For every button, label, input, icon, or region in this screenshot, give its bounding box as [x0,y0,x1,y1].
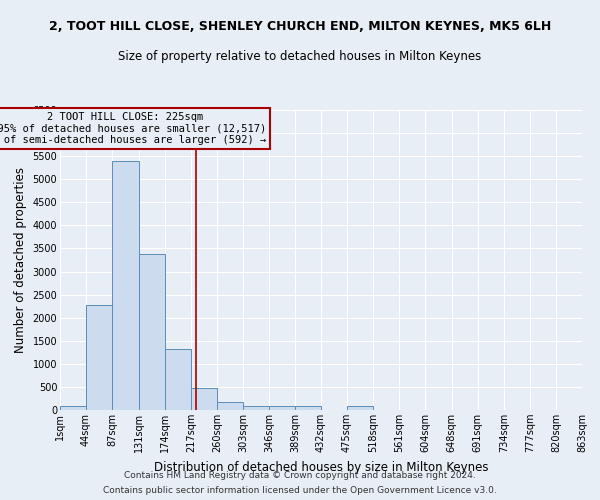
Text: Size of property relative to detached houses in Milton Keynes: Size of property relative to detached ho… [118,50,482,63]
Bar [112,161,139,410]
Text: 2, TOOT HILL CLOSE, SHENLEY CHURCH END, MILTON KEYNES, MK5 6LH: 2, TOOT HILL CLOSE, SHENLEY CHURCH END, … [49,20,551,33]
Bar [86,305,112,410]
Text: Contains public sector information licensed under the Open Government Licence v3: Contains public sector information licen… [103,486,497,495]
Bar [165,349,191,410]
Bar [191,388,217,410]
Bar [347,406,373,410]
Bar [269,406,295,410]
Bar [60,406,86,410]
Bar [243,406,269,410]
X-axis label: Distribution of detached houses by size in Milton Keynes: Distribution of detached houses by size … [154,460,488,473]
Bar [217,402,243,410]
Bar [295,406,321,410]
Y-axis label: Number of detached properties: Number of detached properties [14,167,27,353]
Text: Contains HM Land Registry data © Crown copyright and database right 2024.: Contains HM Land Registry data © Crown c… [124,471,476,480]
Bar [139,254,165,410]
Text: 2 TOOT HILL CLOSE: 225sqm
← 95% of detached houses are smaller (12,517)
5% of se: 2 TOOT HILL CLOSE: 225sqm ← 95% of detac… [0,112,266,145]
